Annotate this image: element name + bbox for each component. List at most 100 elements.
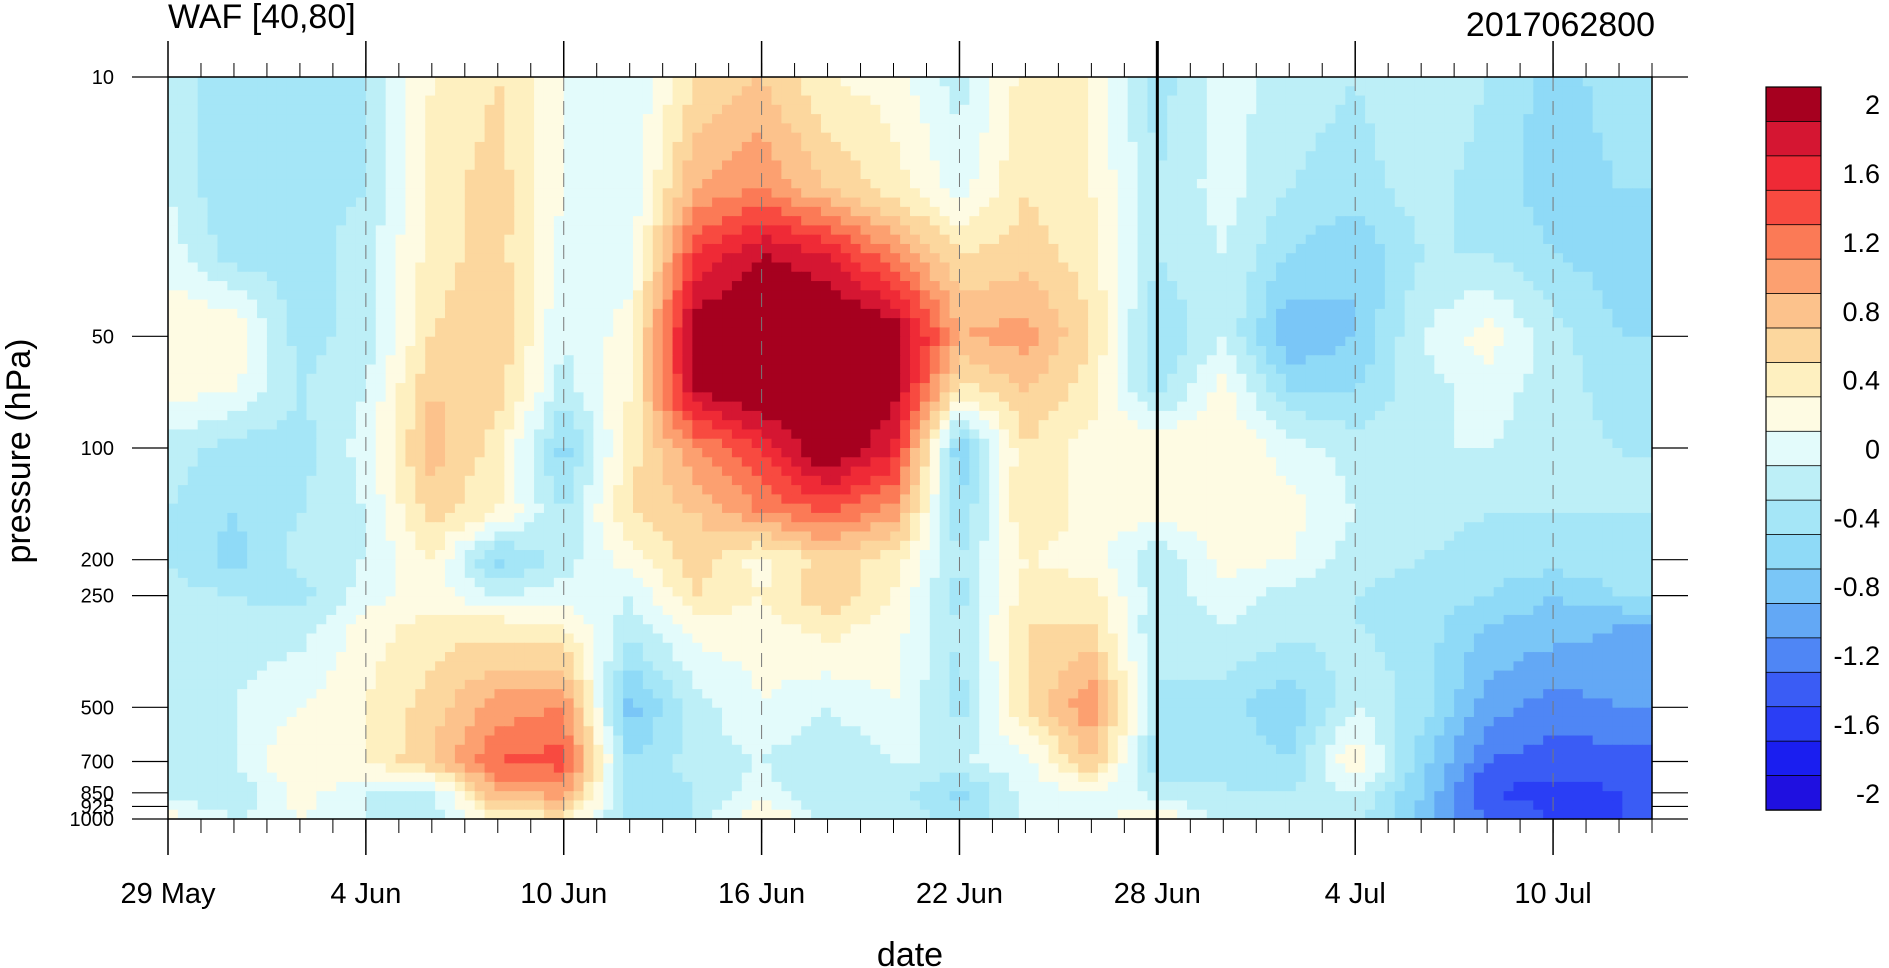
- contour-cell: [474, 253, 486, 264]
- contour-cell: [1345, 95, 1356, 106]
- contour-cell: [207, 77, 219, 87]
- contour-cell: [1038, 373, 1050, 384]
- contour-cell: [563, 318, 575, 329]
- contour-cell: [1018, 308, 1030, 319]
- contour-cell: [1444, 188, 1455, 199]
- contour-cell: [187, 271, 199, 282]
- contour-cell: [632, 206, 644, 217]
- contour-cell: [1562, 225, 1574, 236]
- contour-cell: [365, 290, 377, 301]
- contour-cell: [1454, 86, 1465, 97]
- contour-cell: [1602, 299, 1614, 310]
- contour-cell: [1384, 160, 1396, 171]
- contour-cell: [969, 355, 980, 366]
- contour-cell: [1018, 271, 1030, 282]
- contour-cell: [425, 86, 436, 97]
- contour-cell: [860, 151, 872, 162]
- contour-cell: [1533, 364, 1544, 375]
- contour-cell: [1117, 253, 1129, 264]
- contour-cell: [197, 271, 209, 282]
- contour-cell: [1028, 123, 1040, 134]
- contour-cell: [415, 262, 426, 273]
- contour-cell: [860, 271, 872, 282]
- contour-cell: [346, 364, 357, 375]
- contour-cell: [365, 336, 377, 347]
- contour-cell: [1493, 373, 1505, 384]
- contour-cell: [306, 77, 317, 87]
- contour-cell: [939, 364, 951, 375]
- contour-cell: [227, 169, 238, 180]
- contour-cell: [929, 345, 941, 356]
- contour-cell: [1226, 345, 1238, 356]
- contour-cell: [514, 308, 525, 319]
- contour-cell: [1473, 188, 1485, 199]
- contour-cell: [1325, 364, 1337, 375]
- contour-cell: [1454, 225, 1465, 236]
- contour-cell: [1444, 114, 1455, 124]
- contour-cell: [1177, 253, 1188, 264]
- contour-cell: [583, 243, 595, 254]
- contour-cell: [1493, 151, 1505, 162]
- contour-cell: [860, 132, 872, 143]
- contour-cell: [791, 253, 802, 264]
- contour-cell: [1414, 355, 1426, 366]
- contour-cell: [959, 308, 970, 319]
- contour-cell: [999, 206, 1010, 217]
- contour-cell: [1414, 373, 1426, 384]
- contour-cell: [484, 123, 496, 134]
- contour-cell: [1582, 206, 1594, 217]
- contour-cell: [1315, 281, 1327, 291]
- contour-cell: [929, 188, 941, 199]
- contour-cell: [336, 104, 347, 115]
- contour-cell: [1187, 355, 1198, 366]
- contour-cell: [1246, 77, 1257, 87]
- contour-cell: [534, 123, 545, 134]
- contour-cell: [1602, 318, 1614, 329]
- contour-cell: [929, 262, 941, 273]
- contour-cell: [534, 234, 545, 245]
- contour-cell: [1256, 318, 1267, 329]
- contour-cell: [197, 345, 209, 356]
- contour-cell: [336, 373, 347, 384]
- contour-cell: [257, 77, 268, 87]
- contour-cell: [1028, 114, 1040, 124]
- contour-cell: [959, 336, 970, 347]
- contour-cell: [425, 373, 436, 384]
- contour-cell: [405, 169, 416, 180]
- contour-cell: [1246, 197, 1257, 208]
- contour-cell: [1414, 271, 1426, 282]
- contour-cell: [880, 197, 891, 208]
- contour-cell: [583, 336, 595, 347]
- contour-cell: [722, 281, 733, 291]
- contour-cell: [890, 141, 901, 152]
- contour-cell: [553, 160, 565, 171]
- contour-cell: [543, 188, 555, 199]
- contour-cell: [1464, 225, 1475, 236]
- contour-cell: [1335, 373, 1346, 384]
- contour-cell: [464, 243, 476, 254]
- contour-cell: [1048, 114, 1059, 124]
- contour-cell: [1592, 327, 1604, 338]
- contour-cell: [910, 327, 921, 338]
- contour-cell: [1365, 355, 1376, 366]
- contour-cell: [682, 160, 693, 171]
- contour-cell: [1434, 253, 1445, 264]
- contour-cell: [1592, 262, 1604, 273]
- contour-cell: [494, 355, 505, 366]
- contour-cell: [514, 77, 525, 87]
- contour-cell: [1562, 345, 1574, 356]
- contour-cell: [672, 336, 684, 347]
- contour-cell: [583, 197, 595, 208]
- contour-cell: [979, 281, 990, 291]
- contour-cell: [1008, 336, 1020, 347]
- contour-cell: [207, 206, 219, 217]
- contour-cell: [1602, 169, 1614, 180]
- contour-cell: [1137, 262, 1149, 273]
- contour-cell: [266, 86, 278, 97]
- contour-cell: [415, 151, 426, 162]
- contour-cell: [959, 86, 970, 97]
- contour-cell: [375, 141, 387, 152]
- contour-cell: [900, 197, 911, 208]
- contour-cell: [1434, 206, 1445, 217]
- contour-cell: [1582, 86, 1594, 97]
